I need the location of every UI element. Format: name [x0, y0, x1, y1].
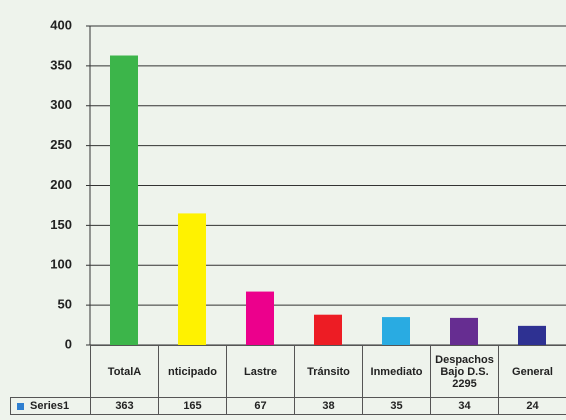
table-value: 165 — [158, 397, 227, 415]
bar — [382, 317, 410, 345]
y-tick-label: 350 — [50, 57, 72, 72]
y-tick-label: 400 — [50, 17, 72, 32]
bar — [518, 325, 546, 345]
y-tick-label: 50 — [58, 297, 72, 312]
bar — [246, 291, 274, 345]
bar — [178, 213, 206, 345]
y-tick-label: 0 — [65, 336, 72, 351]
table-value: 24 — [498, 397, 566, 415]
x-tick-label: Tránsito — [294, 345, 363, 398]
table-value: 363 — [90, 397, 159, 415]
y-tick-label: 150 — [50, 217, 72, 232]
x-tick-label: Lastre — [226, 345, 295, 398]
x-tick-label: nticipado — [158, 345, 227, 398]
y-tick-label: 200 — [50, 177, 72, 192]
table-value: 67 — [226, 397, 295, 415]
table-value: 38 — [294, 397, 363, 415]
legend-key — [17, 402, 24, 410]
x-tick-label: Inmediato — [362, 345, 431, 398]
table-value: 35 — [362, 397, 431, 415]
y-tick-label: 250 — [50, 137, 72, 152]
y-tick-label: 300 — [50, 97, 72, 112]
legend-label: Series1 — [30, 400, 70, 412]
y-tick-label: 100 — [50, 257, 72, 272]
x-tick-label: General — [498, 345, 566, 398]
bar — [450, 317, 478, 345]
table-value: 34 — [430, 397, 499, 415]
legend-entry: Series1 — [10, 397, 91, 415]
x-tick-label: Despachos Bajo D.S. 2295 — [430, 345, 499, 398]
x-tick-label: TotalA — [90, 345, 159, 398]
bar — [314, 314, 342, 345]
bar — [110, 55, 138, 345]
